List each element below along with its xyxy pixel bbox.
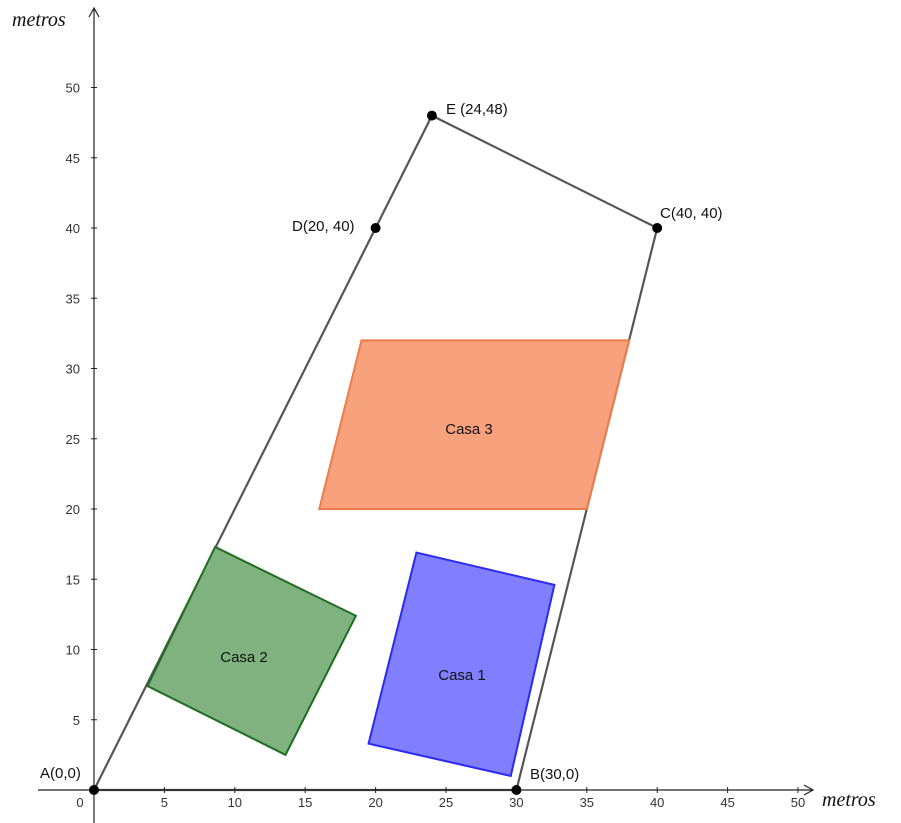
y-tick-label: 30 bbox=[66, 362, 80, 377]
y-tick-label: 35 bbox=[66, 291, 80, 306]
x-tick-label: 5 bbox=[161, 795, 168, 810]
point-e-label: E (24,48) bbox=[446, 101, 508, 118]
y-tick-group: 5 10 15 20 25 30 35 40 45 50 bbox=[66, 81, 97, 728]
x-tick-label: 40 bbox=[650, 795, 664, 810]
x-axis-arrow bbox=[803, 784, 815, 796]
casa-3-shape bbox=[317, 339, 631, 510]
y-tick-label: 45 bbox=[66, 151, 80, 166]
point-a bbox=[89, 785, 99, 795]
y-axis-arrow bbox=[88, 6, 100, 18]
x-tick-label: 30 bbox=[509, 795, 523, 810]
y-tick-label: 15 bbox=[66, 572, 80, 587]
point-d bbox=[370, 223, 381, 233]
y-axis-title: metros bbox=[12, 9, 66, 31]
point-e bbox=[426, 110, 437, 121]
y-tick-label: 20 bbox=[66, 502, 80, 517]
x-tick-label: 10 bbox=[228, 795, 242, 810]
y-tick-label: 5 bbox=[73, 713, 80, 728]
casa-1-shape bbox=[367, 551, 556, 778]
points-layer: A(0,0) B(30,0) C(40, 40) D(20, 40) E (24… bbox=[40, 101, 723, 795]
casa-2-label: Casa 2 bbox=[220, 649, 268, 666]
point-a-label: A(0,0) bbox=[40, 765, 81, 782]
casa-3-label: Casa 3 bbox=[445, 421, 493, 438]
point-d-label: D(20, 40) bbox=[292, 218, 355, 235]
point-c-label: C(40, 40) bbox=[660, 205, 723, 222]
y-tick-label: 40 bbox=[66, 221, 80, 236]
x-tick-label: 25 bbox=[439, 795, 453, 810]
casa-2-shape bbox=[146, 545, 358, 757]
x-tick-label: 50 bbox=[791, 795, 805, 810]
x-tick-label: 35 bbox=[580, 795, 594, 810]
x-tick-label: 20 bbox=[368, 795, 382, 810]
y-tick-label: 10 bbox=[66, 643, 80, 658]
y-tick-label: 50 bbox=[66, 81, 80, 96]
y-tick-label: 25 bbox=[66, 432, 80, 447]
point-b-label: B(30,0) bbox=[530, 766, 579, 783]
x-tick-label: 45 bbox=[720, 795, 734, 810]
origin-label: 0 bbox=[76, 795, 83, 810]
casa-1-label: Casa 1 bbox=[438, 667, 486, 684]
houses-layer: Casa 1 Casa 2 Casa 3 bbox=[146, 339, 631, 778]
point-b bbox=[511, 785, 522, 795]
x-tick-label: 15 bbox=[298, 795, 312, 810]
x-axis-title: metros bbox=[822, 789, 876, 811]
point-c bbox=[652, 223, 663, 233]
